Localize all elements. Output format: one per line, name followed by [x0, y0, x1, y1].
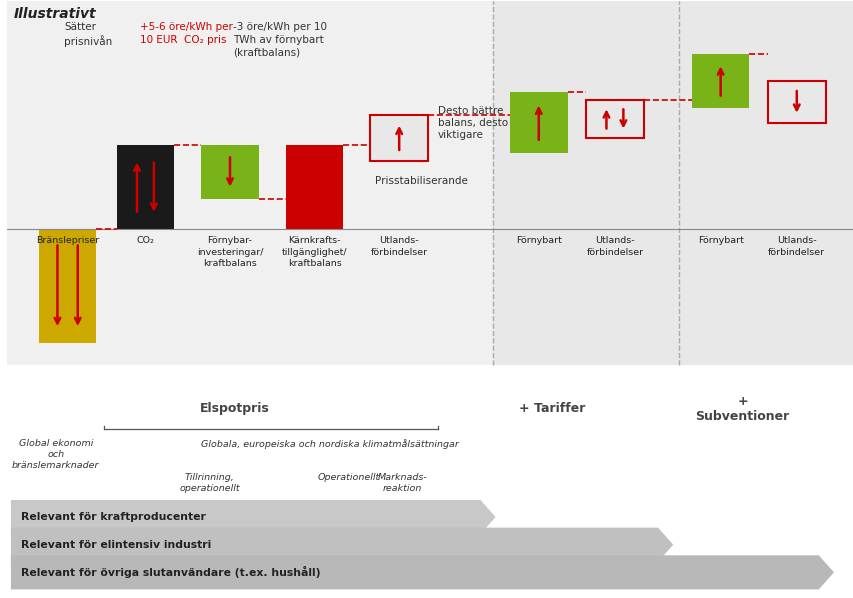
Text: Relevant för kraftproducenter: Relevant för kraftproducenter — [21, 512, 206, 522]
Bar — [286, 145, 343, 229]
Bar — [201, 145, 258, 199]
Text: Elspotpris: Elspotpris — [200, 402, 270, 416]
Text: Relevant för övriga slutanvändare (t.ex. hushåll): Relevant för övriga slutanvändare (t.ex.… — [21, 566, 320, 578]
Text: Globala, europeiska och nordiska klimatmålsättningar: Globala, europeiska och nordiska klimatm… — [201, 440, 458, 449]
Bar — [492, 1, 678, 365]
Polygon shape — [11, 527, 672, 562]
Text: Tillrinning,
operationellt: Tillrinning, operationellt — [179, 474, 240, 493]
Text: Operationellt: Operationellt — [317, 474, 380, 483]
Text: +
Subventioner: + Subventioner — [694, 395, 789, 423]
Bar — [7, 1, 851, 365]
Bar — [585, 100, 643, 138]
Text: -3 öre/kWh per 10
TWh av förnybart
(kraftbalans): -3 öre/kWh per 10 TWh av förnybart (kraf… — [233, 22, 327, 57]
Text: Global ekonomi
och
bränslemarknader: Global ekonomi och bränslemarknader — [12, 440, 99, 471]
Text: Utlands-
förbindelser: Utlands- förbindelser — [768, 236, 824, 257]
Bar — [38, 229, 96, 343]
Text: Bränslepriser: Bränslepriser — [36, 236, 99, 245]
Bar — [767, 81, 825, 123]
Text: Förnybart: Förnybart — [697, 236, 743, 245]
Text: Förnybart: Förnybart — [515, 236, 561, 245]
Bar — [117, 145, 174, 229]
Text: Utlands-
förbindelser: Utlands- förbindelser — [370, 236, 427, 257]
Text: Illustrativt: Illustrativt — [14, 7, 96, 21]
Bar — [691, 54, 749, 108]
Text: Utlands-
förbindelser: Utlands- förbindelser — [586, 236, 642, 257]
Bar — [509, 92, 567, 153]
Text: Förnybar-
investeringar/
kraftbalans: Förnybar- investeringar/ kraftbalans — [196, 236, 263, 268]
Bar — [678, 1, 851, 365]
Text: Sätter
prisnivån: Sätter prisnivån — [64, 22, 113, 47]
Text: Prisstabiliserande: Prisstabiliserande — [374, 176, 467, 186]
Polygon shape — [11, 556, 833, 590]
Polygon shape — [11, 500, 495, 534]
Text: Relevant för elintensiv industri: Relevant för elintensiv industri — [21, 539, 211, 550]
Text: CO₂: CO₂ — [136, 236, 154, 245]
Text: + Tariffer: + Tariffer — [519, 402, 585, 416]
Text: Desto bättre
balans, desto
viktigare: Desto bättre balans, desto viktigare — [438, 106, 508, 141]
Text: Marknads-
reaktion: Marknads- reaktion — [377, 474, 427, 493]
Text: +5-6 öre/kWh per
10 EUR  CO₂ pris: +5-6 öre/kWh per 10 EUR CO₂ pris — [140, 22, 233, 45]
Text: Kärnkrafts-
tillgänglighet/
kraftbalans: Kärnkrafts- tillgänglighet/ kraftbalans — [281, 236, 347, 268]
Bar — [370, 115, 427, 161]
